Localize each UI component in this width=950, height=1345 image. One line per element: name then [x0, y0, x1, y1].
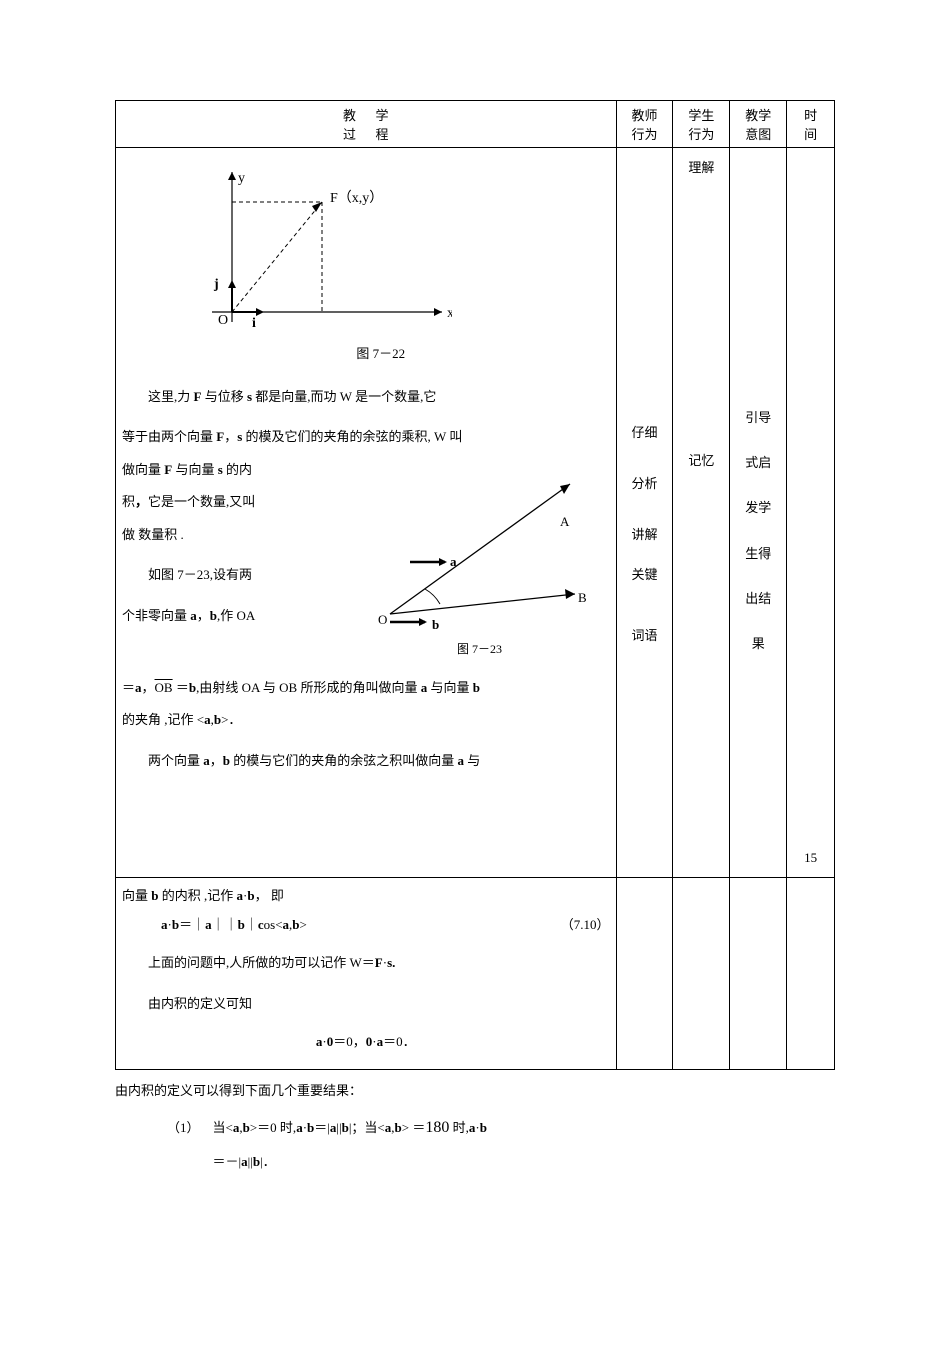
svg-text:x: x — [447, 306, 452, 321]
hdr-intent: 教学意图 — [730, 101, 787, 148]
r2-zero: a·0＝0，0·a＝0． — [122, 1028, 610, 1057]
fig722-y-label: y — [238, 171, 245, 186]
para-1: 这里,力 F 与位移 s 都是向量,而功 W 是一个数量,它 — [122, 381, 610, 414]
para-10: 两个向量 a，b 的模与它们的夹角的余弦之积叫做向量 a 与 — [122, 745, 610, 778]
r2-p2: 上面的问题中,人所做的功可以记作 W＝F·s. — [122, 947, 610, 980]
fig722-svg: y x O i j F（x,y） — [152, 162, 452, 332]
figure-7-22: y x O i j F（x,y） 图 7－22 — [152, 162, 610, 371]
time-col-2 — [787, 878, 835, 1070]
fig722-caption: 图 7－22 — [152, 338, 610, 371]
content-main-2: 向量 b 的内积 ,记作 a·b， 即 a·b＝｜a｜｜b｜cos<a,b> （… — [116, 878, 617, 1070]
below-intro: 由内积的定义可以得到下面几个重要结果： — [115, 1080, 835, 1099]
svg-text:F（x,y）: F（x,y） — [330, 190, 383, 206]
intent-col-1: 引导 式启 发学 生得 出结 果 — [730, 148, 787, 878]
below-item1-line2: ＝－|a||b|． — [115, 1151, 835, 1170]
para-9: 的夹角 ,记作 <a,b>． — [122, 704, 610, 737]
student-col-2 — [673, 878, 730, 1070]
svg-text:j: j — [213, 277, 219, 292]
hdr-teacher: 教师行为 — [616, 101, 673, 148]
table-header-row: 教 学 过 程 教师行为 学生行为 教学意图 时间 — [116, 101, 835, 148]
para-2: 等于由两个向量 F，s 的模及它们的夹角的余弦的乘积, W 叫 — [122, 421, 610, 454]
below-item1: （1） 当<a,b>＝0 时,a·b＝|a||b|；当<a,b> ＝180 时,… — [115, 1117, 835, 1137]
svg-text:A: A — [560, 514, 570, 529]
svg-text:a: a — [450, 554, 457, 569]
content-row-1: y x O i j F（x,y） 图 7－22 这里,力 F 与位移 s 都是向… — [116, 148, 835, 878]
para-8: ＝a，OB ＝b,由射线 OA 与 OB 所形成的角叫做向量 a 与向量 b — [122, 672, 610, 705]
svg-text:O: O — [218, 313, 228, 328]
r2-p3: 由内积的定义可知 — [122, 988, 610, 1021]
below-table: 由内积的定义可以得到下面几个重要结果： （1） 当<a,b>＝0 时,a·b＝|… — [115, 1080, 835, 1170]
svg-text:i: i — [252, 316, 256, 331]
teacher-col-1: 仔细 分析 讲解 关键 词语 — [616, 148, 673, 878]
hdr-time: 时间 — [787, 101, 835, 148]
teacher-col-2 — [616, 878, 673, 1070]
r2-formula: a·b＝｜a｜｜b｜cos<a,b> （7.10） — [122, 911, 610, 940]
intent-col-2 — [730, 878, 787, 1070]
time-col-1: 15 — [787, 148, 835, 878]
svg-text:O: O — [378, 612, 387, 627]
figure-7-23: A B O a b 图 7－23 — [350, 454, 610, 664]
content-row-2: 向量 b 的内积 ,记作 a·b， 即 a·b＝｜a｜｜b｜cos<a,b> （… — [116, 878, 835, 1070]
fig723-caption: 图 7－23 — [350, 634, 610, 664]
svg-text:B: B — [578, 590, 587, 605]
page: 教 学 过 程 教师行为 学生行为 教学意图 时间 — [0, 0, 950, 1210]
svg-text:b: b — [432, 617, 439, 632]
lesson-table: 教 学 过 程 教师行为 学生行为 教学意图 时间 — [115, 100, 835, 1070]
hdr-process: 教 学 过 程 — [116, 101, 617, 148]
student-col-1: 理解 记忆 — [673, 148, 730, 878]
hdr-student: 学生行为 — [673, 101, 730, 148]
fig723-svg: A B O a b — [350, 454, 590, 634]
content-main-1: y x O i j F（x,y） 图 7－22 这里,力 F 与位移 s 都是向… — [116, 148, 617, 878]
r2-p1: 向量 b 的内积 ,记作 a·b， 即 — [122, 882, 610, 911]
